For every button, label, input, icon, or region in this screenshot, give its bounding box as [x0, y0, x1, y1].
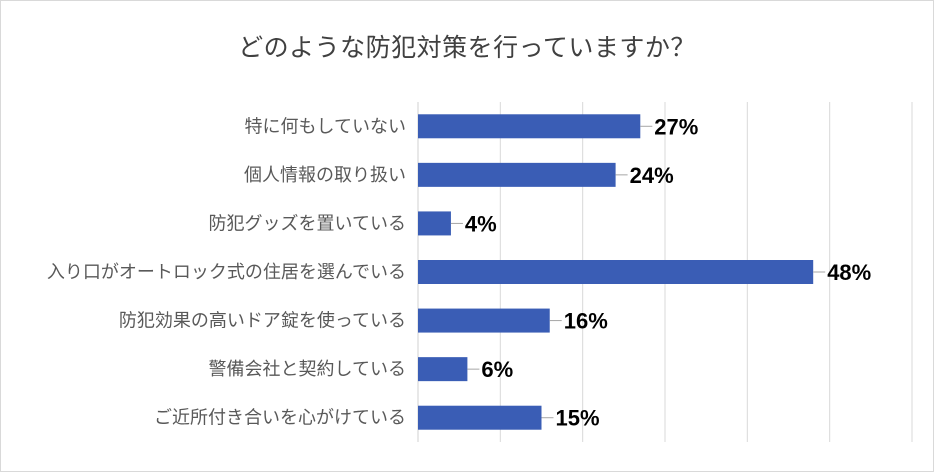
value-label: 15%: [556, 406, 600, 431]
value-label: 16%: [564, 309, 608, 334]
bar: [418, 308, 550, 333]
category-label: 防犯グッズを置いている: [209, 213, 406, 234]
category-label: 個人情報の取り扱い: [244, 165, 406, 186]
category-label: ご近所付き合いを心がけている: [154, 408, 406, 429]
chart-title: どのような防犯対策を行っていますか？: [238, 33, 696, 62]
category-label: 入り口がオートロック式の住居を選んでいる: [47, 262, 406, 283]
category-label: 防犯効果の高いドア錠を使っている: [119, 311, 406, 332]
category-label: 特に何もしていない: [245, 116, 406, 137]
bar: [418, 357, 468, 382]
value-labels: 27% 24% 4% 48% 16% 6% 15%: [465, 114, 871, 430]
value-label: 48%: [827, 260, 871, 285]
bar: [418, 162, 616, 187]
value-label: 24%: [630, 163, 674, 188]
leader-lines: [450, 125, 826, 419]
bar: [418, 114, 641, 139]
value-label: 4%: [465, 211, 497, 236]
bar: [418, 405, 542, 430]
value-label: 6%: [481, 357, 513, 382]
category-label: 警備会社と契約している: [209, 359, 406, 380]
bar: [418, 211, 451, 236]
bar: [418, 260, 814, 284]
value-label: 27%: [654, 114, 698, 139]
category-labels: 特に何もしていない個人情報の取り扱い防犯グッズを置いている入り口がオートロック式…: [47, 116, 406, 428]
bars: [418, 114, 814, 430]
